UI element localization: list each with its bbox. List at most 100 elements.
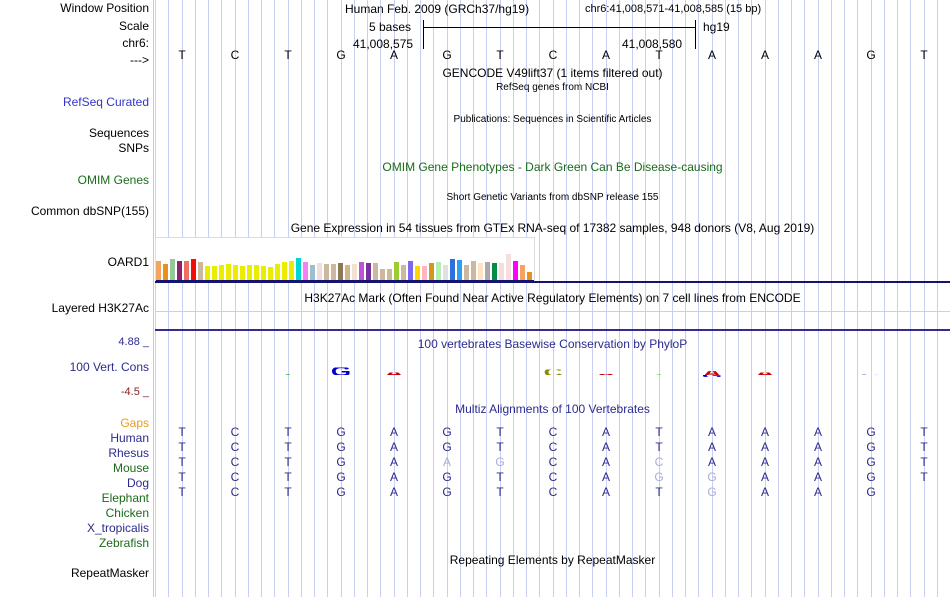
gtex-bar[interactable] — [436, 262, 441, 280]
label-species-chicken[interactable]: Chicken — [105, 506, 149, 520]
gtex-bar[interactable] — [275, 264, 280, 280]
gtex-bar[interactable] — [478, 263, 483, 280]
track-title-gencode[interactable]: GENCODE V49lift37 (1 items filtered out) — [442, 66, 663, 80]
gtex-bar[interactable] — [492, 263, 497, 280]
gtex-bar[interactable] — [394, 262, 399, 280]
track-data-area: Human Feb. 2009 (GRCh37/hg19) chr6:41,00… — [155, 0, 950, 597]
gtex-bar[interactable] — [233, 265, 238, 280]
label-repeatmasker[interactable]: RepeatMasker — [70, 566, 149, 580]
gtex-bar[interactable] — [352, 264, 357, 280]
label-species-mouse[interactable]: Mouse — [112, 461, 149, 475]
phylop-base-glyph: A — [378, 373, 410, 375]
track-title-multiz[interactable]: Multiz Alignments of 100 Vertebrates — [455, 402, 650, 416]
label-species-zebrafish[interactable]: Zebrafish — [98, 536, 149, 550]
gtex-bar[interactable] — [450, 259, 455, 280]
label-layered-h3k27ac[interactable]: Layered H3K27Ac — [51, 301, 149, 315]
multiz-base: G — [442, 470, 452, 484]
gtex-bar[interactable] — [240, 266, 245, 280]
label-species-xtropicalis[interactable]: X_tropicalis — [86, 521, 149, 535]
label-species-human[interactable]: Human — [110, 431, 149, 445]
gtex-bar[interactable] — [527, 272, 532, 280]
gtex-bar[interactable] — [289, 261, 294, 280]
gtex-bar[interactable] — [345, 265, 350, 280]
track-title-gtex[interactable]: Gene Expression in 54 tissues from GTEx … — [290, 221, 815, 235]
gtex-bar[interactable] — [163, 264, 168, 280]
gtex-bar[interactable] — [359, 262, 364, 280]
gtex-bar[interactable] — [331, 264, 336, 280]
multiz-base: A — [813, 425, 822, 439]
ruler-base: T — [178, 48, 186, 62]
track-title-h3k27ac[interactable]: H3K27Ac Mark (Often Found Near Active Re… — [304, 291, 801, 305]
track-title-omim[interactable]: OMIM Gene Phenotypes - Dark Green Can Be… — [382, 160, 723, 174]
gtex-bar[interactable] — [429, 263, 434, 280]
gtex-barchart[interactable] — [155, 237, 535, 283]
gtex-bar[interactable] — [422, 266, 427, 280]
track-title-repeatmasker[interactable]: Repeating Elements by RepeatMasker — [449, 553, 656, 567]
gtex-bar[interactable] — [296, 258, 301, 280]
gtex-bar[interactable] — [254, 265, 259, 280]
gtex-bar[interactable] — [219, 265, 224, 280]
gtex-bar[interactable] — [156, 261, 161, 280]
label-100-vert-cons[interactable]: 100 Vert. Cons — [69, 360, 149, 374]
gtex-bar[interactable] — [310, 265, 315, 280]
track-title-refseq[interactable]: RefSeq genes from NCBI — [496, 82, 609, 93]
gtex-bar[interactable] — [170, 259, 175, 280]
label-sequences[interactable]: Sequences — [88, 126, 149, 140]
gtex-bar[interactable] — [373, 263, 378, 280]
label-species-elephant[interactable]: Elephant — [101, 491, 149, 505]
label-snps[interactable]: SNPs — [118, 141, 149, 155]
gtex-bar[interactable] — [268, 267, 273, 280]
label-species-dog[interactable]: Dog — [126, 476, 149, 490]
label-refseq-curated[interactable]: RefSeq Curated — [62, 95, 149, 109]
gtex-bar[interactable] — [282, 262, 287, 280]
multiz-row[interactable] — [155, 515, 950, 530]
scale-bar — [423, 27, 695, 28]
gtex-bar[interactable] — [513, 261, 518, 280]
gtex-bar[interactable] — [317, 263, 322, 280]
gtex-bar[interactable] — [366, 263, 371, 280]
gtex-bar[interactable] — [324, 264, 329, 280]
gtex-bar[interactable] — [177, 261, 182, 280]
gtex-bar[interactable] — [387, 269, 392, 280]
gtex-bar[interactable] — [380, 269, 385, 280]
label-gaps: Gaps — [120, 416, 149, 430]
gtex-bar[interactable] — [205, 266, 210, 280]
gtex-bar[interactable] — [303, 262, 308, 280]
gtex-bar[interactable] — [226, 264, 231, 280]
gtex-bar[interactable] — [499, 263, 504, 280]
gtex-bar[interactable] — [485, 262, 490, 280]
multiz-base: G — [866, 440, 876, 454]
gtex-bar[interactable] — [415, 266, 420, 280]
gtex-bar[interactable] — [401, 265, 406, 280]
label-omim-genes[interactable]: OMIM Genes — [77, 173, 149, 187]
gtex-bar[interactable] — [191, 259, 196, 280]
multiz-row[interactable] — [155, 530, 950, 545]
label-species-rhesus[interactable]: Rhesus — [108, 446, 149, 460]
label-common-dbsnp[interactable]: Common dbSNP(155) — [30, 204, 149, 218]
label-oard1[interactable]: OARD1 — [107, 255, 149, 269]
gtex-bar[interactable] — [247, 265, 252, 280]
phylop-conservation-marks[interactable]: TGACATAGAG — [155, 352, 950, 396]
gtex-bar[interactable] — [520, 265, 525, 280]
gtex-bar[interactable] — [184, 261, 189, 280]
gtex-bar[interactable] — [261, 266, 266, 280]
gtex-bar[interactable] — [198, 262, 203, 280]
gtex-bar[interactable] — [457, 260, 462, 280]
gtex-bar[interactable] — [212, 266, 217, 280]
track-title-dbsnp[interactable]: Short Genetic Variants from dbSNP releas… — [446, 192, 659, 203]
gtex-bar[interactable] — [408, 261, 413, 280]
track-title-phylop[interactable]: 100 vertebrates Basewise Conservation by… — [417, 337, 688, 351]
gtex-bar[interactable] — [506, 254, 511, 280]
gtex-bar[interactable] — [471, 261, 476, 280]
gtex-bar[interactable] — [338, 263, 343, 280]
gtex-bar[interactable] — [464, 265, 469, 280]
gtex-bar[interactable] — [443, 265, 448, 280]
multiz-row[interactable] — [155, 500, 950, 515]
track-title-publications[interactable]: Publications: Sequences in Scientific Ar… — [453, 114, 652, 125]
